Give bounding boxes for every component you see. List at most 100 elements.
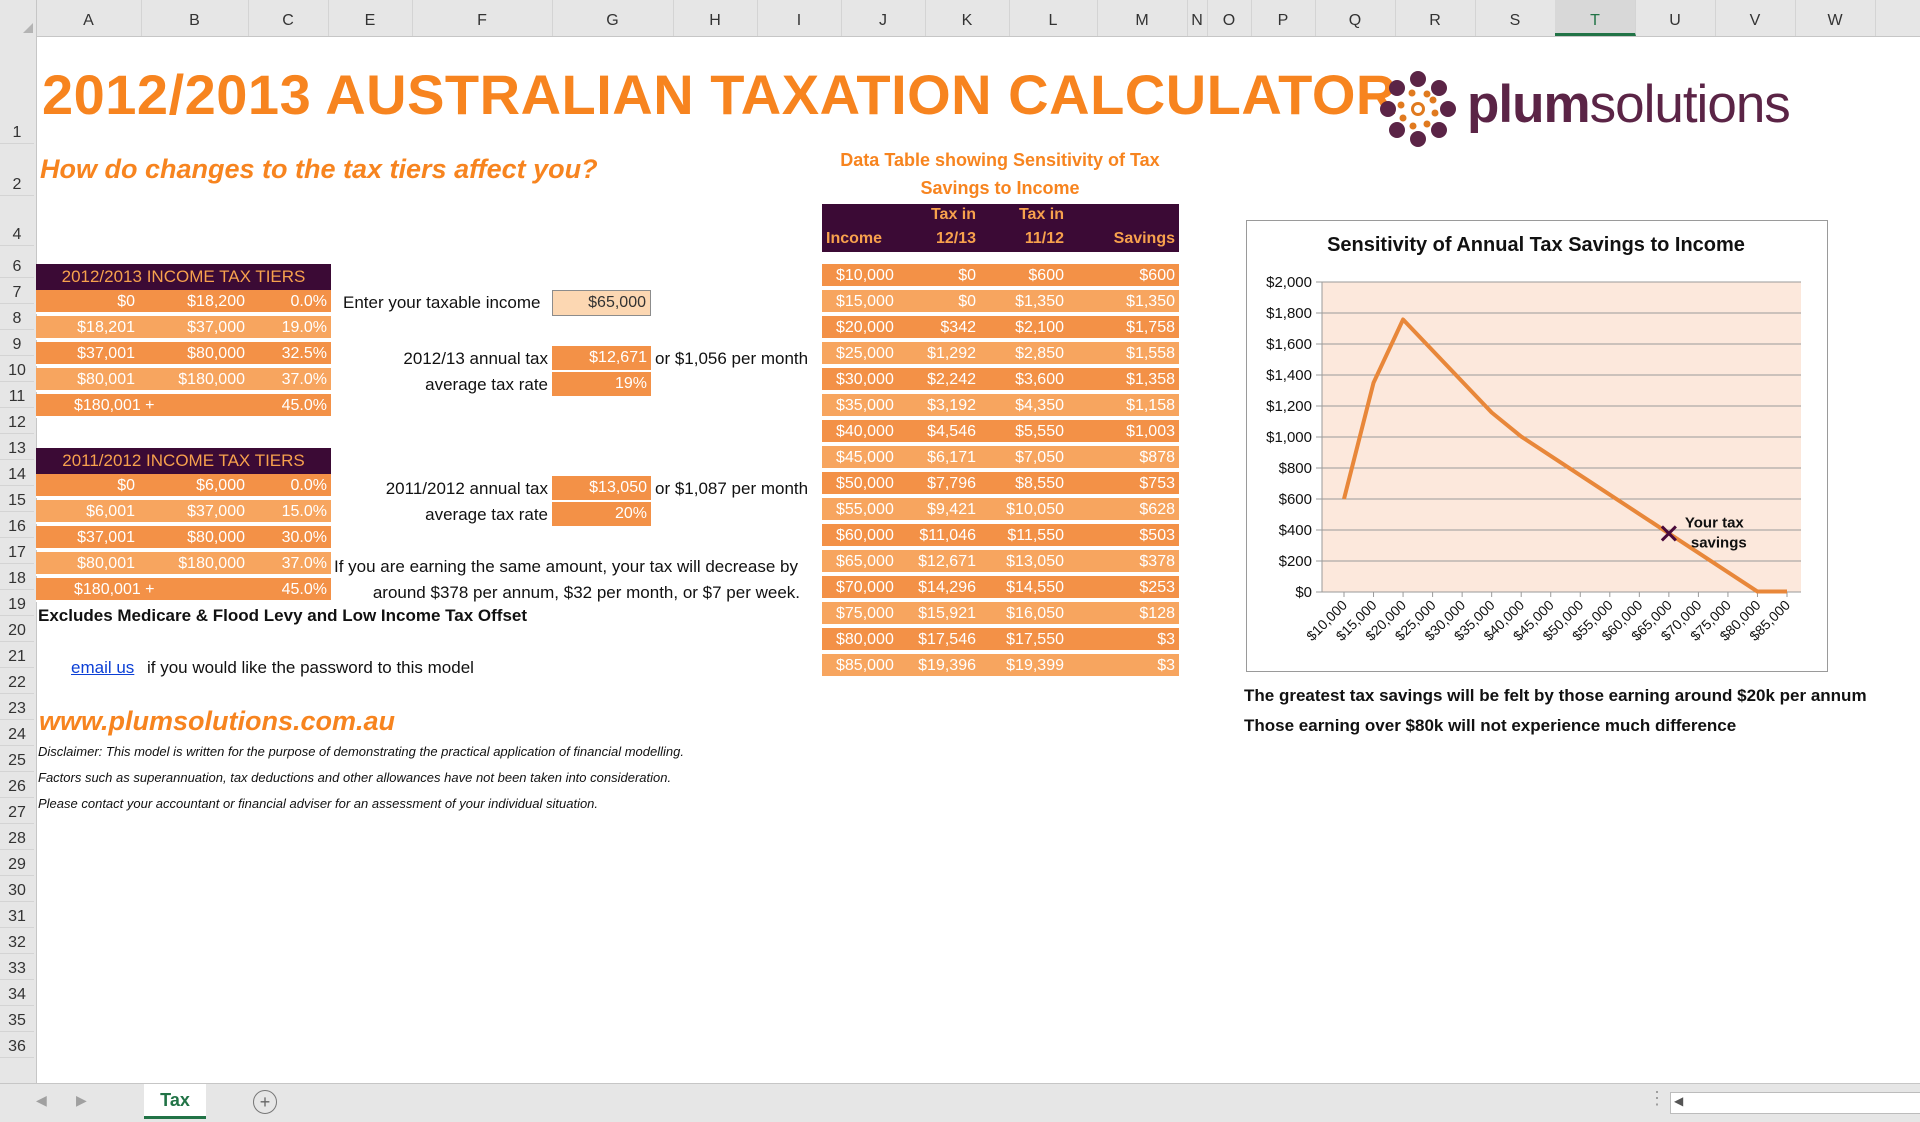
savings-cell: $753	[1139, 475, 1175, 493]
tier-row: $180,001 +45.0%	[36, 394, 331, 418]
tax12-value[interactable]: $12,671	[552, 346, 651, 370]
tier-to: $180,000	[178, 555, 245, 573]
row-header[interactable]: 36	[0, 1032, 34, 1058]
data-table-row: $70,000$14,296$14,550$253	[822, 576, 1179, 600]
row-header[interactable]: 10	[0, 356, 34, 382]
income-cell: $60,000	[836, 527, 894, 545]
column-header[interactable]: P	[1251, 0, 1316, 36]
column-header[interactable]: A	[36, 0, 142, 36]
data-table-row: $60,000$11,046$11,550$503	[822, 524, 1179, 548]
tier-rate: 0.0%	[291, 293, 327, 311]
row-header[interactable]: 12	[0, 408, 34, 434]
marker-label: Your tax	[1685, 514, 1745, 531]
savings-cell: $503	[1139, 527, 1175, 545]
column-header[interactable]: O	[1207, 0, 1252, 36]
row-header[interactable]: 13	[0, 434, 34, 460]
column-header[interactable]: S	[1475, 0, 1556, 36]
tax1213-cell: $9,421	[927, 501, 976, 519]
column-header[interactable]: B	[141, 0, 249, 36]
tax11-value[interactable]: $13,050	[552, 476, 651, 500]
row-header[interactable]: 11	[0, 382, 34, 408]
row-header[interactable]: 17	[0, 538, 34, 564]
row-header[interactable]: 18	[0, 564, 34, 590]
savings-cell: $128	[1139, 605, 1175, 623]
column-header[interactable]: H	[673, 0, 758, 36]
row-header[interactable]: 2	[0, 144, 34, 196]
column-header[interactable]: K	[925, 0, 1010, 36]
income-cell: $45,000	[836, 449, 894, 467]
row-header[interactable]: 25	[0, 746, 34, 772]
row-header[interactable]: 27	[0, 798, 34, 824]
savings-cell: $253	[1139, 579, 1175, 597]
row-header[interactable]: 19	[0, 590, 34, 616]
row-header[interactable]: 6	[0, 246, 34, 278]
tier-rate: 0.0%	[291, 477, 327, 495]
row-header[interactable]: 33	[0, 954, 34, 980]
row-header[interactable]: 29	[0, 850, 34, 876]
tax1112-cell: $7,050	[1015, 449, 1064, 467]
column-header[interactable]: E	[328, 0, 413, 36]
row-header[interactable]: 22	[0, 668, 34, 694]
column-header[interactable]: W	[1795, 0, 1876, 36]
chart-note: The greatest tax savings will be felt by…	[1244, 686, 1867, 706]
row-header[interactable]: 24	[0, 720, 34, 746]
tab-scroll-left-icon[interactable]: ◀	[36, 1092, 47, 1109]
rate12-value[interactable]: 19%	[552, 372, 651, 396]
row-header[interactable]: 8	[0, 304, 34, 330]
tax1112-cell: $600	[1028, 267, 1064, 285]
column-header[interactable]: F	[412, 0, 553, 36]
row-header[interactable]: 26	[0, 772, 34, 798]
disclaimer-line: Disclaimer: This model is written for th…	[38, 744, 684, 759]
tab-splitter-icon[interactable]: ⋮	[1648, 1088, 1666, 1109]
row-header[interactable]: 20	[0, 616, 34, 642]
column-header[interactable]: T	[1555, 0, 1636, 36]
row-header[interactable]: 21	[0, 642, 34, 668]
column-header[interactable]: M	[1097, 0, 1188, 36]
logo-word-plum: plum	[1467, 75, 1590, 134]
column-header[interactable]: I	[757, 0, 842, 36]
column-header[interactable]: L	[1009, 0, 1098, 36]
tier-from: $0	[117, 293, 135, 311]
row-header[interactable]: 7	[0, 278, 34, 304]
row-header[interactable]: 1	[0, 36, 34, 144]
row-header[interactable]: 16	[0, 512, 34, 538]
savings-cell: $378	[1139, 553, 1175, 571]
column-header[interactable]: U	[1635, 0, 1716, 36]
email-us-link[interactable]: email us	[71, 658, 134, 678]
tax11-month: or $1,087 per month	[655, 479, 808, 499]
savings-cell: $3	[1157, 657, 1175, 675]
column-header[interactable]: N	[1187, 0, 1208, 36]
tab-scroll-right-icon[interactable]: ▶	[76, 1092, 87, 1109]
column-header[interactable]: G	[552, 0, 674, 36]
row-header[interactable]: 15	[0, 486, 34, 512]
row-header[interactable]: 34	[0, 980, 34, 1006]
row-header[interactable]: 4	[0, 196, 34, 246]
select-all-corner[interactable]	[0, 0, 37, 36]
taxable-income-input[interactable]: $65,000	[552, 290, 651, 316]
column-header[interactable]: Q	[1315, 0, 1396, 36]
row-header[interactable]: 23	[0, 694, 34, 720]
income-cell: $30,000	[836, 371, 894, 389]
column-header[interactable]: R	[1395, 0, 1476, 36]
row-header[interactable]: 30	[0, 876, 34, 902]
scroll-left-arrow-icon[interactable]: ◀	[1674, 1094, 1683, 1108]
row-header[interactable]: 35	[0, 1006, 34, 1032]
row-header[interactable]: 28	[0, 824, 34, 850]
website-link[interactable]: www.plumsolutions.com.au	[39, 706, 395, 737]
rate11-value[interactable]: 20%	[552, 502, 651, 526]
row-header[interactable]: 14	[0, 460, 34, 486]
row-header[interactable]: 31	[0, 902, 34, 928]
tax1213-cell: $11,046	[919, 527, 976, 545]
column-header[interactable]: V	[1715, 0, 1796, 36]
tier-to: $37,000	[187, 319, 245, 337]
income-cell: $50,000	[836, 475, 894, 493]
tier-from: $37,001	[77, 529, 135, 547]
column-header[interactable]: C	[248, 0, 329, 36]
row-header[interactable]: 9	[0, 330, 34, 356]
horizontal-scrollbar[interactable]	[1670, 1092, 1920, 1114]
column-header[interactable]: J	[841, 0, 926, 36]
sheet-tab-tax[interactable]: Tax	[144, 1084, 206, 1119]
add-sheet-icon[interactable]: +	[253, 1090, 277, 1114]
row-header[interactable]: 32	[0, 928, 34, 954]
